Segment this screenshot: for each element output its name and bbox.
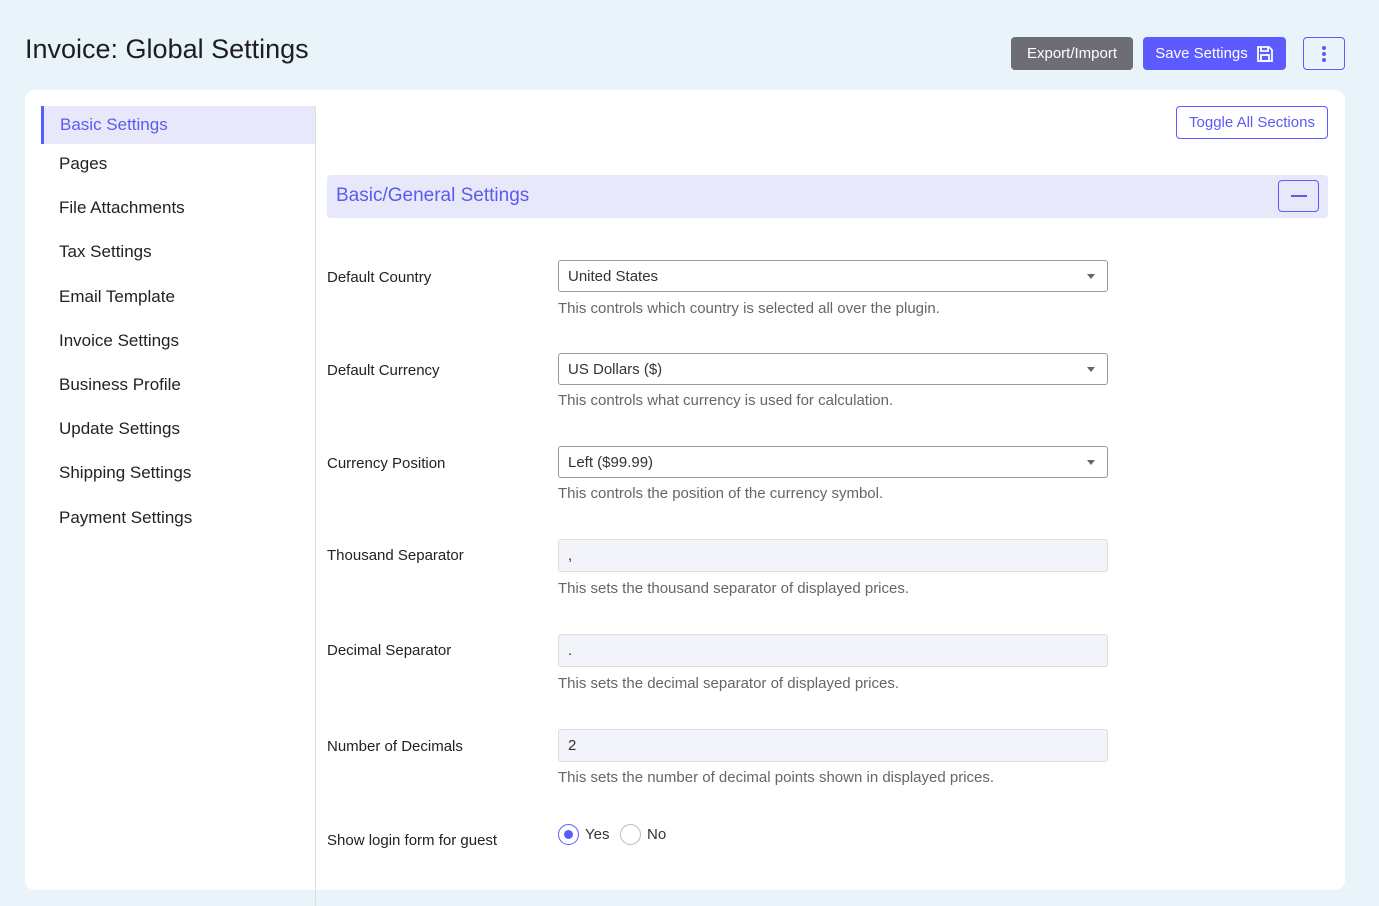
default-currency-select[interactable]: US Dollars ($): [558, 353, 1108, 385]
page-title: Invoice: Global Settings: [25, 34, 309, 64]
currency-position-label: Currency Position: [327, 455, 446, 472]
help-text: This sets the decimal separator of displ…: [558, 675, 899, 692]
help-text: This controls what currency is used for …: [558, 392, 894, 409]
settings-card: Basic Settings Pages File Attachments Ta…: [25, 90, 1345, 906]
sidebar-item-payment-settings[interactable]: Payment Settings: [59, 508, 193, 527]
sidebar-item-invoice-settings[interactable]: Invoice Settings: [59, 331, 180, 350]
radio-label: No: [647, 826, 667, 843]
sidebar-item-pages[interactable]: Pages: [59, 154, 108, 173]
thousand-separator-input[interactable]: ,: [558, 539, 1108, 572]
currency-position-select[interactable]: Left ($99.99): [558, 446, 1108, 478]
sidebar-item-basic-settings[interactable]: Basic Settings: [41, 106, 315, 144]
number-of-decimals-label: Number of Decimals: [327, 738, 463, 755]
section-header: Basic/General Settings: [327, 175, 1328, 218]
section-title: Basic/General Settings: [336, 185, 530, 206]
radio-unchecked-icon: [620, 824, 641, 845]
help-text: This sets the number of decimal points s…: [558, 769, 995, 786]
sidebar-item-business-profile[interactable]: Business Profile: [59, 375, 181, 394]
radio-yes[interactable]: Yes: [558, 824, 609, 845]
sidebar-item-shipping-settings[interactable]: Shipping Settings: [59, 463, 192, 482]
sidebar-item-email-template[interactable]: Email Template: [59, 287, 175, 306]
select-value: United States: [568, 267, 659, 285]
number-of-decimals-input[interactable]: 2: [558, 729, 1108, 762]
vertical-dots-icon: [1322, 45, 1326, 62]
guest-login-label: Show login form for guest: [327, 832, 498, 849]
select-value: Left ($99.99): [568, 453, 654, 471]
help-text: This controls the position of the curren…: [558, 485, 884, 502]
radio-no[interactable]: No: [620, 824, 666, 845]
default-country-label: Default Country: [327, 269, 432, 286]
more-options-button[interactable]: [1303, 37, 1345, 70]
radio-checked-icon: [558, 824, 579, 845]
collapse-section-button[interactable]: [1278, 180, 1319, 212]
radio-label: Yes: [585, 826, 610, 843]
select-value: US Dollars ($): [568, 360, 663, 378]
sidebar-item-update-settings[interactable]: Update Settings: [59, 419, 180, 438]
export-import-button[interactable]: Export/Import: [1011, 37, 1133, 70]
decimal-separator-input[interactable]: .: [558, 634, 1108, 667]
floppy-disk-icon: [1256, 45, 1273, 62]
thousand-separator-label: Thousand Separator: [327, 547, 464, 564]
caret-down-icon: [1087, 367, 1095, 372]
decimal-separator-label: Decimal Separator: [327, 642, 452, 659]
default-country-select[interactable]: United States: [558, 260, 1108, 292]
help-text: This controls which country is selected …: [558, 300, 940, 317]
save-settings-button[interactable]: Save Settings: [1143, 37, 1286, 70]
toggle-all-sections-button[interactable]: Toggle All Sections: [1176, 106, 1328, 139]
minus-icon: [1290, 195, 1307, 197]
default-currency-label: Default Currency: [327, 362, 440, 379]
sidebar-item-file-attachments[interactable]: File Attachments: [59, 198, 185, 217]
sidebar-item-tax-settings[interactable]: Tax Settings: [59, 242, 152, 261]
caret-down-icon: [1087, 274, 1095, 279]
save-label: Save Settings: [1155, 45, 1248, 62]
help-text: This sets the thousand separator of disp…: [558, 580, 910, 597]
sidebar: Basic Settings Pages File Attachments Ta…: [41, 106, 316, 906]
caret-down-icon: [1087, 460, 1095, 465]
